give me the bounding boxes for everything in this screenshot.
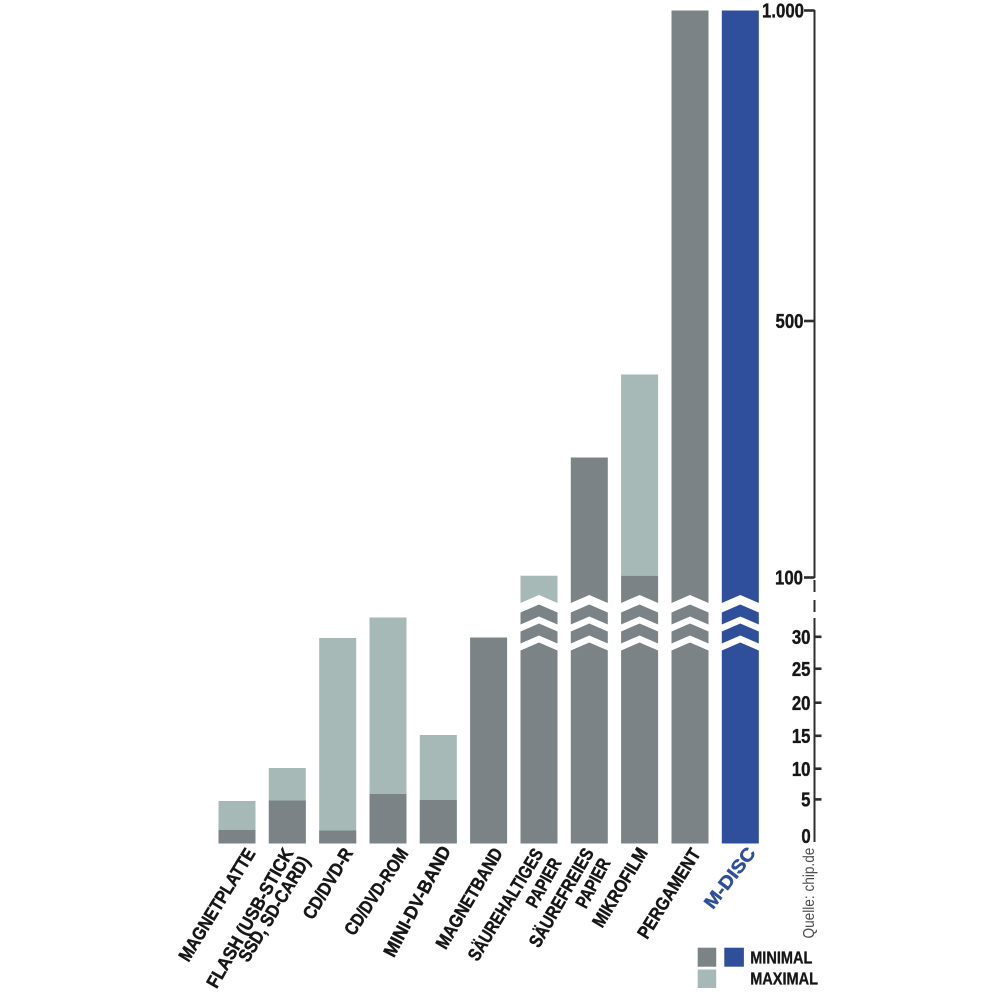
svg-text:100: 100	[775, 566, 803, 589]
svg-text:5: 5	[801, 788, 810, 811]
svg-text:10: 10	[792, 757, 811, 780]
svg-text:MINIMAL: MINIMAL	[750, 948, 812, 968]
svg-text:20: 20	[792, 691, 811, 714]
svg-text:Quelle: chip.de: Quelle: chip.de	[801, 848, 818, 939]
svg-text:MAXIMAL: MAXIMAL	[750, 969, 818, 989]
svg-text:30: 30	[792, 625, 811, 648]
svg-text:500: 500	[775, 310, 803, 333]
svg-text:1.000: 1.000	[762, 0, 804, 22]
svg-text:25: 25	[792, 657, 811, 680]
svg-text:0: 0	[801, 824, 810, 847]
svg-text:15: 15	[792, 725, 811, 748]
